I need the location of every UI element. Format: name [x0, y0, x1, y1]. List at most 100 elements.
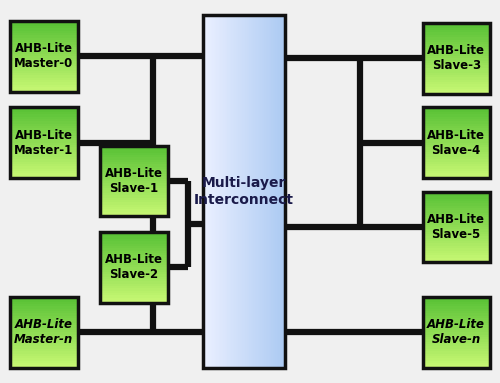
Bar: [10, 313, 78, 316]
Bar: [10, 23, 78, 26]
Text: AHB-Lite
Slave-n: AHB-Lite Slave-n: [427, 318, 485, 346]
Bar: [10, 304, 78, 306]
Bar: [10, 21, 78, 23]
Bar: [237, 15, 238, 368]
Bar: [10, 66, 78, 68]
Bar: [422, 33, 490, 35]
Bar: [202, 15, 204, 368]
Bar: [281, 15, 282, 368]
Bar: [227, 15, 228, 368]
Bar: [10, 52, 78, 54]
Bar: [422, 316, 490, 318]
Bar: [422, 150, 490, 152]
Bar: [230, 15, 232, 368]
Bar: [422, 63, 490, 65]
Bar: [422, 68, 490, 70]
Bar: [100, 186, 168, 188]
Bar: [262, 15, 263, 368]
Bar: [10, 154, 78, 157]
Bar: [100, 146, 168, 148]
Bar: [422, 255, 490, 258]
Bar: [422, 47, 490, 49]
Bar: [10, 157, 78, 159]
Bar: [100, 202, 168, 205]
Bar: [422, 234, 490, 236]
Bar: [10, 68, 78, 71]
Bar: [10, 121, 78, 124]
Bar: [422, 365, 490, 368]
Bar: [100, 169, 168, 172]
Bar: [100, 293, 168, 296]
Bar: [422, 332, 490, 335]
Bar: [100, 205, 168, 207]
Bar: [100, 286, 168, 288]
Bar: [422, 157, 490, 159]
Bar: [10, 297, 78, 299]
Text: AHB-Lite
Slave-5: AHB-Lite Slave-5: [427, 213, 485, 241]
Bar: [10, 49, 78, 52]
Bar: [422, 318, 490, 321]
Bar: [422, 213, 490, 215]
Bar: [10, 150, 78, 152]
Bar: [422, 121, 490, 124]
Bar: [422, 176, 490, 178]
Bar: [100, 200, 168, 202]
Bar: [422, 309, 490, 311]
Bar: [10, 297, 78, 368]
Bar: [100, 172, 168, 174]
Bar: [10, 147, 78, 150]
Bar: [422, 92, 490, 94]
Bar: [422, 321, 490, 323]
Bar: [10, 129, 78, 131]
Bar: [10, 349, 78, 351]
Bar: [10, 339, 78, 342]
Bar: [256, 15, 258, 368]
Text: AHB-Lite
Master-n: AHB-Lite Master-n: [14, 318, 74, 346]
Bar: [100, 164, 168, 167]
Bar: [422, 301, 490, 304]
Bar: [10, 75, 78, 78]
Text: Multi-layer
Interconnect: Multi-layer Interconnect: [194, 177, 294, 206]
Bar: [422, 361, 490, 363]
Bar: [422, 192, 490, 262]
Bar: [100, 279, 168, 281]
Bar: [10, 318, 78, 321]
Bar: [422, 107, 490, 110]
Bar: [422, 145, 490, 147]
Bar: [220, 15, 222, 368]
Bar: [422, 28, 490, 30]
Bar: [271, 15, 272, 368]
Bar: [100, 274, 168, 277]
Bar: [10, 337, 78, 339]
Bar: [422, 306, 490, 309]
Bar: [422, 250, 490, 253]
Bar: [422, 297, 490, 368]
Bar: [252, 15, 254, 368]
Bar: [422, 77, 490, 80]
Bar: [100, 212, 168, 214]
Bar: [422, 241, 490, 244]
Bar: [422, 126, 490, 129]
Bar: [232, 15, 233, 368]
Bar: [422, 339, 490, 342]
Bar: [264, 15, 266, 368]
Bar: [10, 110, 78, 112]
Bar: [270, 15, 272, 368]
Bar: [100, 214, 168, 216]
Bar: [422, 51, 490, 54]
Bar: [10, 45, 78, 47]
Bar: [276, 15, 277, 368]
Bar: [10, 361, 78, 363]
Bar: [422, 25, 490, 28]
Bar: [422, 327, 490, 330]
Bar: [422, 136, 490, 138]
Bar: [10, 61, 78, 64]
Bar: [266, 15, 267, 368]
Bar: [10, 358, 78, 361]
Bar: [422, 115, 490, 117]
Bar: [100, 195, 168, 198]
Bar: [240, 15, 241, 368]
Bar: [204, 15, 206, 368]
Bar: [100, 265, 168, 267]
Bar: [422, 344, 490, 346]
